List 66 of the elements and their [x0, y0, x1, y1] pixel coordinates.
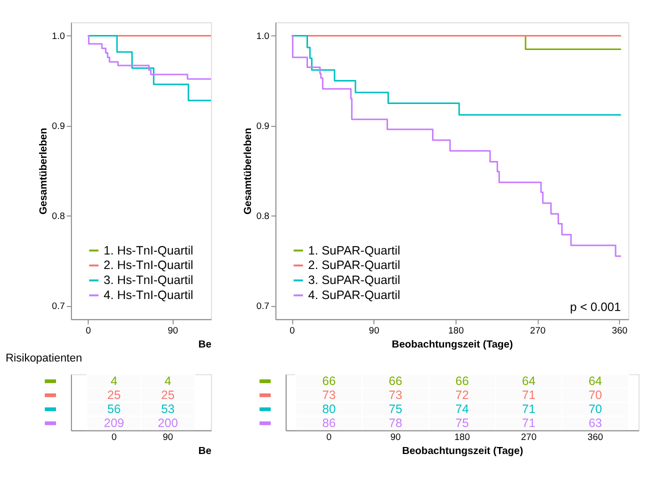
- data-label: 71: [522, 416, 536, 430]
- annotation: p < 0.001: [570, 300, 622, 314]
- legend-label: 1. Hs-TnI-Quartil: [104, 243, 194, 258]
- legend-label: 3. SuPAR-Quartil: [308, 273, 400, 288]
- data-label: 86: [322, 416, 336, 430]
- x-tick-label: 0: [111, 432, 117, 442]
- x-tick-label: 0: [86, 326, 91, 336]
- x-axis-title: Beobachtungszeit (Tage): [392, 340, 513, 351]
- legend-label: 1. SuPAR-Quartil: [308, 243, 400, 258]
- data-label: 75: [388, 402, 403, 416]
- data-label: 75: [455, 416, 470, 430]
- data-label: 72: [455, 388, 470, 402]
- x-tick-label: 270: [520, 432, 537, 442]
- data-label: 64: [522, 374, 536, 388]
- y-tick-label: 0.7: [256, 300, 270, 311]
- data-label: 71: [522, 388, 536, 402]
- x-tick-label: 0: [290, 326, 295, 336]
- data-label: 56: [107, 402, 122, 416]
- x-tick-label: 360: [588, 432, 604, 442]
- data-label: 53: [161, 402, 175, 416]
- x-tick-label: 180: [448, 326, 464, 336]
- data-label: 4: [164, 374, 172, 388]
- data-label: 209: [104, 416, 124, 430]
- data-label: 4: [110, 374, 118, 388]
- data-label: 71: [522, 402, 536, 416]
- legend-label: 4. SuPAR-Quartil: [308, 288, 400, 302]
- x-tick-label: 270: [530, 326, 546, 336]
- y-tick-label: 1.0: [52, 31, 65, 42]
- data-label: 74: [455, 402, 470, 416]
- y-tick-label: 0.9: [52, 120, 65, 131]
- y-axis-title: Gesamtüberleben: [242, 128, 254, 214]
- data-label: 66: [388, 374, 403, 388]
- legend-label: 4. Hs-TnI-Quartil: [104, 288, 194, 302]
- data-label: 66: [455, 374, 470, 388]
- x-tick-label: 0: [326, 432, 332, 442]
- data-label: 73: [322, 388, 336, 402]
- legend-label: 2. Hs-TnI-Quartil: [104, 258, 194, 272]
- data-label: 200: [158, 416, 178, 430]
- x-tick-label: 90: [390, 432, 401, 442]
- data-label: 73: [388, 388, 403, 402]
- data-label: 64: [588, 374, 602, 388]
- data-label: 78: [388, 416, 403, 430]
- legend-label: 3. Hs-TnI-Quartil: [104, 273, 194, 288]
- legend-label: 2. SuPAR-Quartil: [308, 258, 400, 272]
- chart-title: Risikopatienten: [6, 352, 82, 365]
- y-tick-label: 0.8: [52, 210, 65, 221]
- y-tick-label: 1.0: [256, 31, 270, 42]
- x-tick-label: 360: [612, 326, 628, 336]
- x-tick-label: 180: [454, 432, 470, 442]
- x-axis-title: Beobachtungszeit (Tage): [402, 446, 524, 458]
- y-tick-label: 0.7: [52, 300, 65, 311]
- x-axis-title: Be: [198, 446, 212, 458]
- data-label: 80: [322, 402, 336, 416]
- x-tick-label: 90: [368, 326, 380, 336]
- y-tick-label: 0.8: [256, 210, 270, 221]
- data-label: 25: [161, 388, 175, 402]
- data-label: 70: [588, 402, 602, 416]
- data-label: 25: [107, 388, 122, 402]
- y-tick-label: 0.9: [256, 120, 270, 131]
- x-axis-title: Be: [198, 340, 212, 351]
- data-label: 70: [588, 388, 602, 402]
- x-tick-label: 90: [162, 432, 174, 442]
- x-tick-label: 90: [168, 326, 178, 336]
- y-axis-title: Gesamtüberleben: [38, 128, 50, 214]
- data-label: 63: [588, 416, 602, 430]
- data-label: 66: [322, 374, 336, 388]
